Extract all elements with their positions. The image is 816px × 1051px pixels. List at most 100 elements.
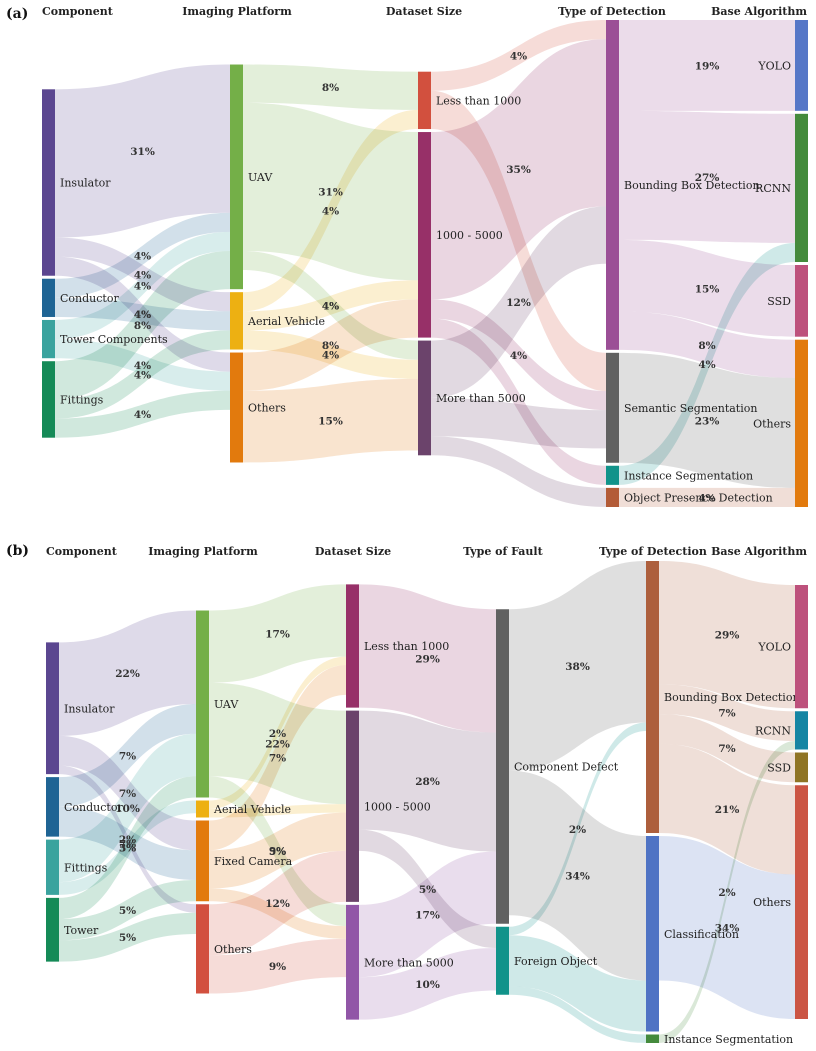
sankey-link <box>431 39 606 300</box>
link-value-label: 2% <box>569 824 586 836</box>
sankey-node <box>646 836 659 1032</box>
sankey-link <box>659 741 795 1043</box>
sankey-node-label: More than 5000 <box>364 956 454 969</box>
sankey-node-label: YOLO <box>757 641 791 654</box>
sankey-link <box>659 714 795 783</box>
link-value-label: 19% <box>695 60 720 72</box>
link-value-label: 4% <box>322 300 339 312</box>
sankey-link <box>59 880 196 941</box>
sankey-link <box>659 684 795 741</box>
sankey-node <box>230 64 243 290</box>
sankey-node <box>46 642 59 775</box>
sankey-node-label: Fixed Camera <box>214 855 293 868</box>
link-value-label: 29% <box>715 630 740 642</box>
sankey-node-label: Less than 1000 <box>436 94 521 107</box>
sankey-node <box>346 710 359 902</box>
link-value-label: 22% <box>115 668 140 680</box>
link-value-label: 4% <box>322 300 339 312</box>
sankey-link <box>243 299 418 391</box>
links-layer <box>59 561 795 1043</box>
link-value-label: 31% <box>318 186 343 198</box>
sankey-link <box>59 704 196 807</box>
link-value-label: 4% <box>134 250 151 262</box>
link-value-label: 3% <box>119 843 136 855</box>
sankey-node-label: SSD <box>767 761 791 774</box>
link-value-label: 7% <box>269 753 286 765</box>
panel-label-b: (b) <box>6 543 29 559</box>
link-value-label: 17% <box>415 909 440 921</box>
sankey-node-label: RCNN <box>755 724 791 737</box>
sankey-node <box>606 352 619 463</box>
sankey-link <box>509 722 646 936</box>
sankey-node <box>418 71 431 130</box>
link-value-label: 5% <box>419 884 436 896</box>
link-value-label: 2% <box>119 834 136 846</box>
sankey-node-label: Fittings <box>60 393 104 406</box>
sankey-node-label: Semantic Segmentation <box>624 402 757 415</box>
sankey-node <box>795 113 808 262</box>
link-value-label: 4% <box>510 350 527 362</box>
column-header: Imaging Platform <box>182 5 292 18</box>
sankey-link <box>659 836 795 1019</box>
sankey-node <box>42 89 55 276</box>
sankey-link <box>431 436 606 507</box>
sankey-node <box>795 339 808 507</box>
sankey-link <box>59 912 196 962</box>
sankey-link <box>359 584 496 733</box>
sankey-node <box>606 20 619 350</box>
sankey-link <box>659 743 795 875</box>
sankey-link <box>55 390 230 438</box>
sankey-node-label: Foreign Object <box>514 955 598 968</box>
link-value-label: 34% <box>565 871 590 883</box>
link-value-label: 22% <box>265 738 290 750</box>
link-value-label: 7% <box>119 838 136 850</box>
sankey-node-label: UAV <box>248 171 273 184</box>
sankey-node <box>606 465 619 485</box>
sankey-node <box>46 839 59 895</box>
sankey-node <box>42 278 55 317</box>
sankey-node <box>196 800 209 818</box>
link-value-label: 8% <box>322 340 339 352</box>
sankey-node-label: Conductor <box>64 801 123 814</box>
link-value-label: 4% <box>322 206 339 218</box>
link-value-label: 12% <box>506 297 531 309</box>
link-value-label: 17% <box>265 629 290 641</box>
link-value-label: 4% <box>698 492 715 504</box>
sankey-link <box>619 487 795 507</box>
link-value-label: 35% <box>506 164 531 176</box>
sankey-node <box>606 487 619 507</box>
sankey-link <box>509 770 646 981</box>
sankey-link <box>243 378 418 463</box>
link-value-label: 8% <box>322 82 339 94</box>
sankey-node <box>795 585 808 709</box>
link-value-label: 7% <box>718 743 735 755</box>
sankey-node <box>646 561 659 833</box>
sankey-node-label: More than 5000 <box>436 392 526 405</box>
link-value-label: 4% <box>510 50 527 62</box>
link-value-label: 5% <box>119 932 136 944</box>
sankey-node <box>46 897 59 962</box>
sankey-link <box>359 710 496 852</box>
sankey-node <box>46 777 59 837</box>
sankey-link <box>431 20 606 91</box>
sankey-node <box>496 609 509 924</box>
sankey-node-label: Fittings <box>64 861 108 874</box>
link-value-label: 12% <box>265 898 290 910</box>
sankey-link <box>55 64 230 238</box>
sankey-link <box>209 584 346 683</box>
sankey-node-label: YOLO <box>757 59 791 72</box>
link-value-label: 7% <box>718 708 735 720</box>
sankey-node <box>418 132 431 338</box>
sankey-node <box>795 785 808 1019</box>
sankey-link <box>59 610 196 736</box>
link-value-label: 2% <box>269 728 286 740</box>
sankey-node <box>196 820 209 902</box>
sankey-node-label: Tower Components <box>60 333 168 346</box>
sankey-panel-b: (b) Component Imaging Platform Dataset Siz… <box>6 543 808 1046</box>
link-value-label: 4% <box>134 409 151 421</box>
link-labels-layer: 22%7%2%7%7%10%3%5%5%5%17%22%5%2%7%9%12%9… <box>115 629 739 991</box>
sankey-node <box>795 20 808 111</box>
sankey-panel-a: (a) Component Imaging Platform Dataset Siz… <box>6 5 808 507</box>
sankey-link <box>55 212 230 298</box>
link-value-label: 4% <box>134 360 151 372</box>
